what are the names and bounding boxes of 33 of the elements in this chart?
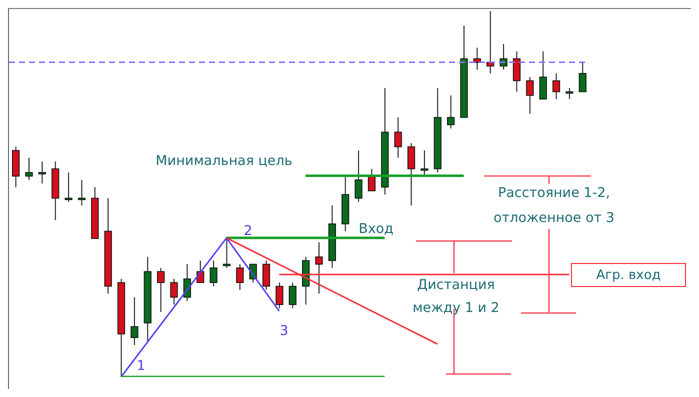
candlestick [64, 172, 72, 202]
text: Агр. вход [571, 263, 686, 288]
candlestick [552, 72, 560, 100]
candlestick [539, 50, 547, 100]
annotation: Расстояние 1-2, отложенное от 3 [492, 184, 616, 228]
annotation: 2 [244, 222, 252, 239]
candlestick [170, 278, 178, 306]
candlestick [25, 157, 33, 180]
candlestick [447, 94, 455, 129]
candlestick [526, 76, 534, 114]
candlestick [38, 160, 46, 184]
candlestick [210, 260, 218, 287]
candlestick [578, 62, 586, 92]
candlestick [394, 116, 402, 158]
annotation: 1 [136, 358, 146, 374]
candlestick [512, 50, 521, 92]
annotation: Дистанция между 1 и 2 [412, 276, 500, 318]
candlestick [262, 260, 270, 290]
candlestick [420, 150, 428, 177]
candlestick [236, 264, 244, 290]
annotation: Вход [358, 220, 394, 239]
annotation: 3 [280, 322, 288, 339]
candlestick [157, 267, 165, 312]
candlestick [500, 44, 508, 70]
candlestick [315, 242, 323, 294]
candlestick [368, 168, 376, 192]
candlestick [566, 88, 574, 100]
candlestick [354, 150, 362, 202]
candlestick [276, 282, 284, 309]
annotation: Минимальная цель [154, 152, 294, 171]
candlestick [130, 296, 138, 346]
candlestick [407, 142, 416, 206]
candlestick [288, 282, 296, 309]
